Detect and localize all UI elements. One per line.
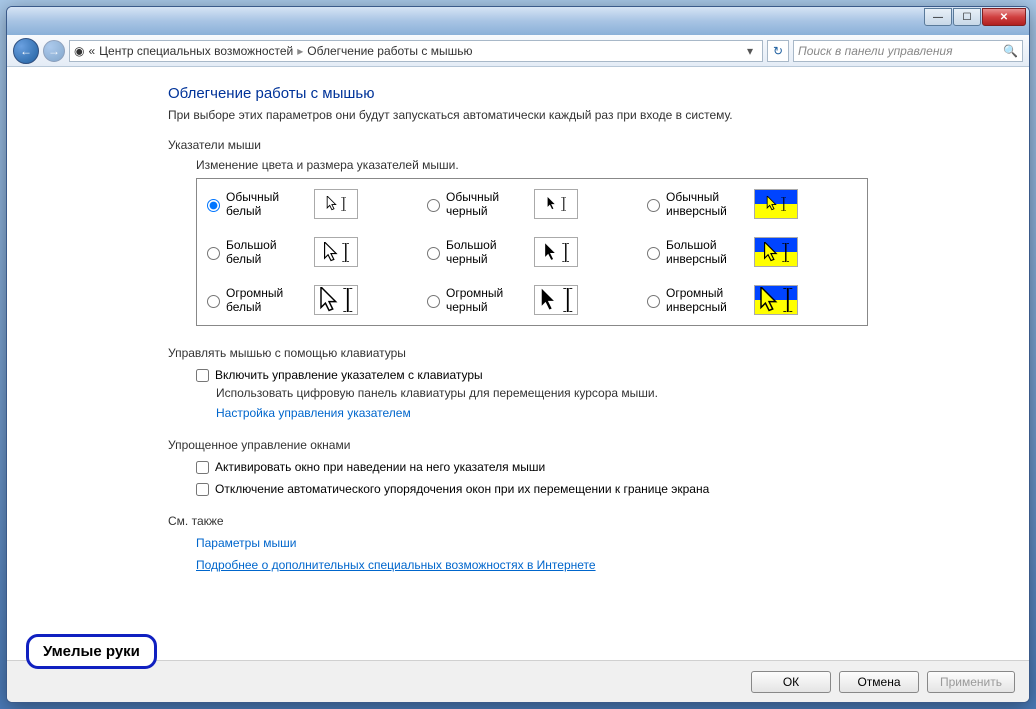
control-panel-window: — ☐ ✕ ← → ◉ « Центр специальных возможно… xyxy=(6,6,1030,703)
pointer-radio-p3[interactable] xyxy=(207,247,220,260)
maximize-button[interactable]: ☐ xyxy=(953,8,981,26)
pointer-label: Обычный белый xyxy=(226,190,308,219)
activate-on-hover-row: Активировать окно при наведении на него … xyxy=(196,460,868,474)
section-pointers-label: Указатели мыши xyxy=(168,138,868,152)
pointer-label: Огромный инверсный xyxy=(666,286,748,315)
page-title: Облегчение работы с мышью xyxy=(168,85,868,102)
pointer-label: Большой инверсный xyxy=(666,238,748,267)
breadcrumb-item-2[interactable]: Облегчение работы с мышью xyxy=(307,44,472,58)
pointer-radio-p5[interactable] xyxy=(647,247,660,260)
section-keyboard-label: Управлять мышью с помощью клавиатуры xyxy=(168,346,868,360)
pointer-preview-icon xyxy=(534,285,578,315)
pointer-radio-p8[interactable] xyxy=(647,295,660,308)
keyboard-mouse-label: Включить управление указателем с клавиат… xyxy=(215,368,483,382)
pointer-preview-icon xyxy=(754,189,798,219)
pointer-preview-icon xyxy=(754,285,798,315)
ok-button[interactable]: ОК xyxy=(751,671,831,693)
pointer-radio-p7[interactable] xyxy=(427,295,440,308)
search-icon: 🔍 xyxy=(1003,44,1018,58)
back-icon: ← xyxy=(20,44,32,58)
pointer-option-p0: Обычный белый xyxy=(207,189,417,219)
close-button[interactable]: ✕ xyxy=(982,8,1026,26)
pointer-label: Большой белый xyxy=(226,238,308,267)
keyboard-mouse-checkbox-row: Включить управление указателем с клавиат… xyxy=(196,368,868,382)
pointer-label: Огромный черный xyxy=(446,286,528,315)
minimize-button[interactable]: — xyxy=(924,8,952,26)
refresh-button[interactable]: ↻ xyxy=(767,40,789,62)
pointer-radio-p1[interactable] xyxy=(427,199,440,212)
disable-snap-label: Отключение автоматического упорядочения … xyxy=(215,482,709,496)
breadcrumb[interactable]: ◉ « Центр специальных возможностей ▸ Обл… xyxy=(69,40,763,62)
pointer-radio-p4[interactable] xyxy=(427,247,440,260)
pointers-description: Изменение цвета и размера указателей мыш… xyxy=(196,158,868,172)
pointer-preview-icon xyxy=(314,189,358,219)
pointer-label: Обычный черный xyxy=(446,190,528,219)
more-accessibility-link[interactable]: Подробнее о дополнительных специальных в… xyxy=(196,558,596,572)
pointer-label: Большой черный xyxy=(446,238,528,267)
search-placeholder: Поиск в панели управления xyxy=(798,44,953,58)
pointer-settings-link[interactable]: Настройка управления указателем xyxy=(216,406,411,420)
forward-button[interactable]: → xyxy=(43,40,65,62)
breadcrumb-dropdown-icon[interactable]: ▾ xyxy=(742,44,758,58)
pointer-option-p3: Большой белый xyxy=(207,237,417,267)
pointer-options-box: Обычный белый Обычный черный Обычный инвер… xyxy=(196,178,868,326)
keyboard-mouse-checkbox[interactable] xyxy=(196,369,209,382)
watermark-badge: Умелые руки xyxy=(26,634,157,669)
breadcrumb-chevrons: « xyxy=(88,44,95,58)
pointer-option-p5: Большой инверсный xyxy=(647,237,857,267)
pointer-label: Огромный белый xyxy=(226,286,308,315)
section-windows-label: Упрощенное управление окнами xyxy=(168,438,868,452)
refresh-icon: ↻ xyxy=(773,44,783,58)
page-subtitle: При выборе этих параметров они будут зап… xyxy=(168,108,868,122)
pointer-preview-icon xyxy=(754,237,798,267)
disable-snap-row: Отключение автоматического упорядочения … xyxy=(196,482,868,496)
pointer-option-p1: Обычный черный xyxy=(427,189,637,219)
pointer-preview-icon xyxy=(534,189,578,219)
content-area: Облегчение работы с мышью При выборе эти… xyxy=(7,67,1029,660)
breadcrumb-sep-icon: ▸ xyxy=(297,44,303,58)
pointer-preview-icon xyxy=(314,285,358,315)
pointer-option-p2: Обычный инверсный xyxy=(647,189,857,219)
keyboard-mouse-description: Использовать цифровую панель клавиатуры … xyxy=(216,386,868,400)
pointer-option-p4: Большой черный xyxy=(427,237,637,267)
pointer-radio-p0[interactable] xyxy=(207,199,220,212)
forward-icon: → xyxy=(48,44,60,58)
activate-on-hover-checkbox[interactable] xyxy=(196,461,209,474)
globe-icon: ◉ xyxy=(74,44,84,58)
pointer-radio-p2[interactable] xyxy=(647,199,660,212)
pointer-preview-icon xyxy=(314,237,358,267)
search-input[interactable]: Поиск в панели управления 🔍 xyxy=(793,40,1023,62)
breadcrumb-item-1[interactable]: Центр специальных возможностей xyxy=(99,44,293,58)
pointer-label: Обычный инверсный xyxy=(666,190,748,219)
navbar: ← → ◉ « Центр специальных возможностей ▸… xyxy=(7,35,1029,67)
pointer-option-p6: Огромный белый xyxy=(207,285,417,315)
cancel-button[interactable]: Отмена xyxy=(839,671,919,693)
titlebar: — ☐ ✕ xyxy=(7,7,1029,35)
back-button[interactable]: ← xyxy=(13,38,39,64)
pointer-option-p8: Огромный инверсный xyxy=(647,285,857,315)
activate-on-hover-label: Активировать окно при наведении на него … xyxy=(215,460,545,474)
pointer-preview-icon xyxy=(534,237,578,267)
pointer-option-p7: Огромный черный xyxy=(427,285,637,315)
mouse-settings-link[interactable]: Параметры мыши xyxy=(196,536,297,550)
disable-snap-checkbox[interactable] xyxy=(196,483,209,496)
section-seealso-label: См. также xyxy=(168,514,868,528)
button-bar: ОК Отмена Применить xyxy=(7,660,1029,702)
apply-button[interactable]: Применить xyxy=(927,671,1015,693)
pointer-radio-p6[interactable] xyxy=(207,295,220,308)
